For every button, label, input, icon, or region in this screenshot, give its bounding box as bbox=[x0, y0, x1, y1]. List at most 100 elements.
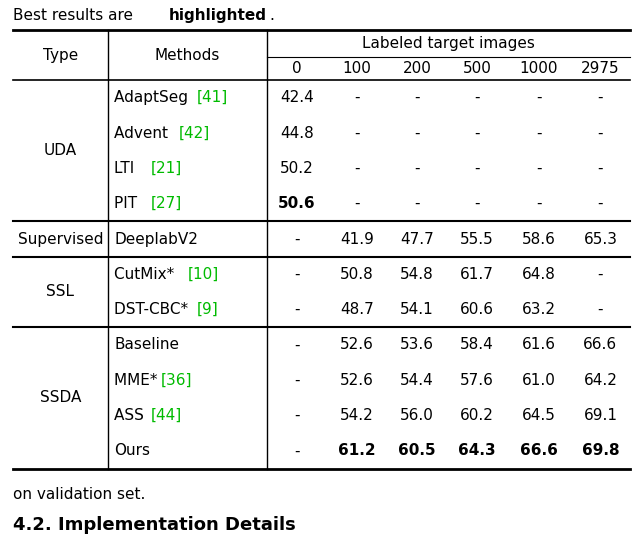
Text: -: - bbox=[598, 90, 603, 105]
Text: 69.8: 69.8 bbox=[582, 443, 620, 458]
Text: 1000: 1000 bbox=[520, 61, 558, 76]
Text: Supervised: Supervised bbox=[18, 231, 103, 247]
Text: 57.6: 57.6 bbox=[460, 373, 494, 388]
Text: 4.2. Implementation Details: 4.2. Implementation Details bbox=[13, 516, 296, 534]
Text: SSL: SSL bbox=[47, 284, 74, 300]
Text: 54.8: 54.8 bbox=[400, 267, 434, 282]
Text: 55.5: 55.5 bbox=[460, 231, 493, 247]
Text: [21]: [21] bbox=[151, 161, 182, 176]
Text: [36]: [36] bbox=[160, 373, 192, 388]
Text: 60.2: 60.2 bbox=[460, 408, 494, 423]
Text: LTI: LTI bbox=[115, 161, 140, 176]
Text: -: - bbox=[294, 408, 300, 423]
Text: 61.2: 61.2 bbox=[338, 443, 376, 458]
Text: DeeplabV2: DeeplabV2 bbox=[115, 231, 198, 247]
Text: Type: Type bbox=[43, 48, 78, 62]
Text: 42.4: 42.4 bbox=[280, 90, 314, 105]
Text: -: - bbox=[598, 302, 603, 317]
Text: 54.1: 54.1 bbox=[400, 302, 434, 317]
Text: -: - bbox=[536, 125, 541, 141]
Text: 50.8: 50.8 bbox=[340, 267, 374, 282]
Text: 69.1: 69.1 bbox=[584, 408, 618, 423]
Text: 52.6: 52.6 bbox=[340, 373, 374, 388]
Text: -: - bbox=[414, 90, 420, 105]
Text: -: - bbox=[414, 125, 420, 141]
Text: -: - bbox=[354, 125, 360, 141]
Text: Ours: Ours bbox=[115, 443, 150, 458]
Text: -: - bbox=[294, 443, 300, 458]
Text: -: - bbox=[474, 161, 479, 176]
Text: .: . bbox=[269, 8, 275, 23]
Text: 52.6: 52.6 bbox=[340, 338, 374, 352]
Text: -: - bbox=[414, 196, 420, 211]
Text: -: - bbox=[536, 196, 541, 211]
Text: 64.8: 64.8 bbox=[522, 267, 556, 282]
Text: 54.4: 54.4 bbox=[400, 373, 434, 388]
Text: PIT: PIT bbox=[115, 196, 143, 211]
Text: -: - bbox=[294, 302, 300, 317]
Text: Best results are: Best results are bbox=[13, 8, 138, 23]
Text: ASS: ASS bbox=[115, 408, 149, 423]
Text: Methods: Methods bbox=[155, 48, 220, 62]
Text: -: - bbox=[598, 125, 603, 141]
Text: -: - bbox=[294, 373, 300, 388]
Text: 60.5: 60.5 bbox=[398, 443, 436, 458]
Text: [10]: [10] bbox=[188, 267, 219, 282]
Text: 50.6: 50.6 bbox=[278, 196, 316, 211]
Text: -: - bbox=[598, 267, 603, 282]
Text: DST-CBC*: DST-CBC* bbox=[115, 302, 193, 317]
Text: 66.6: 66.6 bbox=[520, 443, 557, 458]
Text: Baseline: Baseline bbox=[115, 338, 179, 352]
Text: 63.2: 63.2 bbox=[522, 302, 556, 317]
Text: -: - bbox=[598, 161, 603, 176]
Text: 61.0: 61.0 bbox=[522, 373, 556, 388]
Text: 64.5: 64.5 bbox=[522, 408, 556, 423]
Text: 58.6: 58.6 bbox=[522, 231, 556, 247]
Text: -: - bbox=[414, 161, 420, 176]
Text: [42]: [42] bbox=[179, 125, 210, 141]
Text: -: - bbox=[354, 90, 360, 105]
Text: -: - bbox=[474, 125, 479, 141]
Text: 60.6: 60.6 bbox=[460, 302, 494, 317]
Text: 48.7: 48.7 bbox=[340, 302, 374, 317]
Text: Labeled target images: Labeled target images bbox=[362, 36, 535, 51]
Text: -: - bbox=[598, 196, 603, 211]
Text: -: - bbox=[536, 161, 541, 176]
Text: -: - bbox=[474, 196, 479, 211]
Text: 66.6: 66.6 bbox=[583, 338, 618, 352]
Text: 64.3: 64.3 bbox=[458, 443, 496, 458]
Text: 0: 0 bbox=[292, 61, 301, 76]
Text: SSDA: SSDA bbox=[40, 390, 81, 406]
Text: -: - bbox=[354, 196, 360, 211]
Text: 64.2: 64.2 bbox=[584, 373, 618, 388]
Text: on validation set.: on validation set. bbox=[13, 487, 145, 501]
Text: 53.6: 53.6 bbox=[400, 338, 434, 352]
Text: 65.3: 65.3 bbox=[584, 231, 618, 247]
Text: 47.7: 47.7 bbox=[400, 231, 434, 247]
Text: [41]: [41] bbox=[197, 90, 228, 105]
Text: 58.4: 58.4 bbox=[460, 338, 493, 352]
Text: 61.7: 61.7 bbox=[460, 267, 494, 282]
Text: [44]: [44] bbox=[151, 408, 182, 423]
Text: UDA: UDA bbox=[44, 143, 77, 158]
Text: 61.6: 61.6 bbox=[522, 338, 556, 352]
Text: 44.8: 44.8 bbox=[280, 125, 314, 141]
Text: 41.9: 41.9 bbox=[340, 231, 374, 247]
Text: 50.2: 50.2 bbox=[280, 161, 314, 176]
Text: -: - bbox=[294, 231, 300, 247]
Text: -: - bbox=[294, 338, 300, 352]
Text: -: - bbox=[354, 161, 360, 176]
Text: 54.2: 54.2 bbox=[340, 408, 374, 423]
Text: [27]: [27] bbox=[151, 196, 182, 211]
Text: AdaptSeg: AdaptSeg bbox=[115, 90, 193, 105]
Text: highlighted: highlighted bbox=[168, 8, 267, 23]
Text: Advent: Advent bbox=[115, 125, 173, 141]
Text: -: - bbox=[294, 267, 300, 282]
Text: 500: 500 bbox=[463, 61, 492, 76]
Text: MME*: MME* bbox=[115, 373, 163, 388]
Text: 2975: 2975 bbox=[581, 61, 620, 76]
Text: 56.0: 56.0 bbox=[400, 408, 434, 423]
Text: CutMix*: CutMix* bbox=[115, 267, 180, 282]
Text: 100: 100 bbox=[342, 61, 371, 76]
Text: -: - bbox=[536, 90, 541, 105]
